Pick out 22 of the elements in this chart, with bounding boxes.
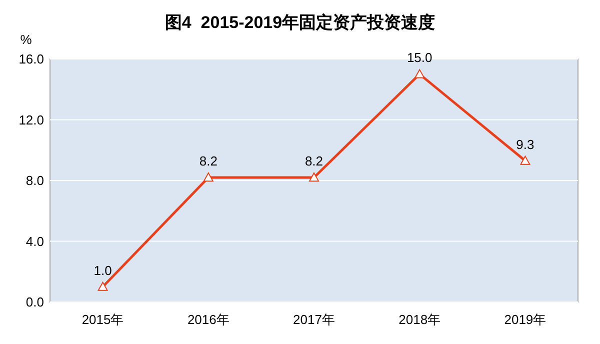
x-tick-label: 2017年 [293, 312, 335, 327]
data-label: 8.2 [304, 153, 324, 168]
x-tick-label: 2019年 [504, 312, 546, 327]
data-label: 9.3 [516, 136, 534, 152]
point [98, 282, 108, 291]
point [520, 156, 530, 165]
y-tick-label: 0.0 [26, 294, 44, 310]
point [309, 172, 319, 182]
data-label: 1.0 [94, 262, 112, 278]
point [414, 69, 425, 78]
chart-title: 图4 2015-2019年固定资产投资速度 [164, 13, 436, 32]
y-axis-title: % [20, 32, 32, 47]
y-tick-label: 16.0 [18, 52, 44, 67]
data-label: 15.0 [406, 50, 432, 66]
point [203, 172, 214, 182]
y-tick-label: 4.0 [26, 234, 44, 249]
x-tick-label: 2015年 [82, 312, 124, 327]
y-tick-label: 8.0 [26, 173, 44, 188]
data-label: 8.2 [199, 153, 218, 168]
x-tick-label: 2018年 [398, 312, 441, 327]
y-tick-label: 12.0 [18, 112, 44, 128]
x-tick-label: 2016年 [187, 312, 230, 327]
